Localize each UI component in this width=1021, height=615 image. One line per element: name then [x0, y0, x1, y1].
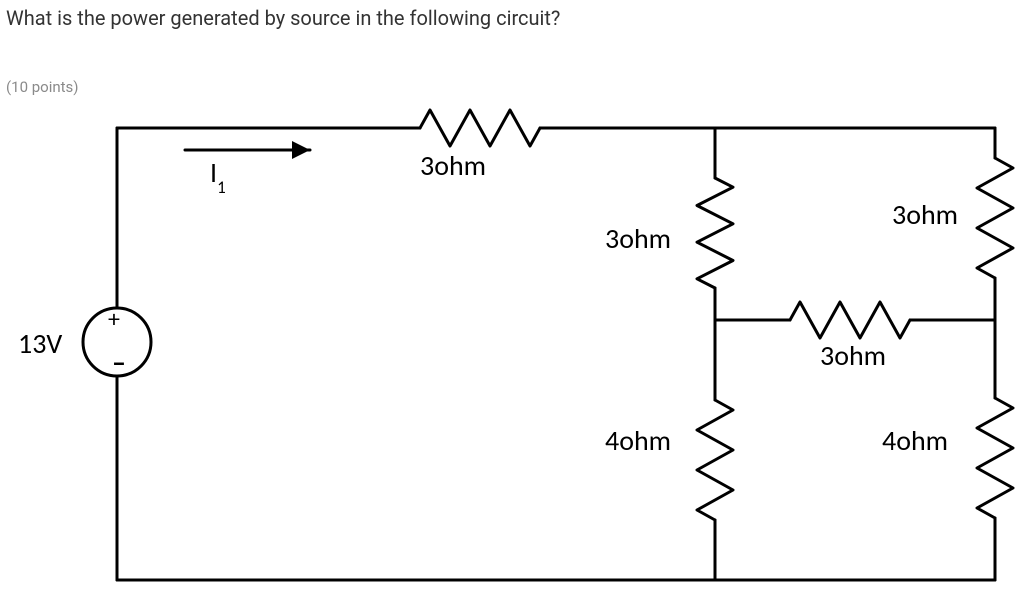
svg-text:4ohm: 4ohm	[882, 423, 948, 458]
svg-text:4ohm: 4ohm	[605, 423, 671, 458]
circuit-diagram: 3ohm 3ohm 3ohm 3ohm 4ohm 4ohm + – 13V I1	[0, 0, 1021, 615]
svg-text:I1: I1	[210, 155, 226, 198]
svg-text:+: +	[108, 305, 120, 334]
svg-text:3ohm: 3ohm	[820, 338, 886, 373]
svg-text:3ohm: 3ohm	[892, 197, 958, 232]
svg-text:–: –	[112, 345, 126, 380]
svg-text:3ohm: 3ohm	[420, 148, 486, 183]
circuit-svg: 3ohm 3ohm 3ohm 3ohm 4ohm 4ohm + – 13V I1	[0, 0, 1021, 615]
page-root: What is the power generated by source in…	[0, 0, 1021, 615]
svg-text:13V: 13V	[18, 326, 62, 361]
svg-text:3ohm: 3ohm	[605, 221, 671, 256]
